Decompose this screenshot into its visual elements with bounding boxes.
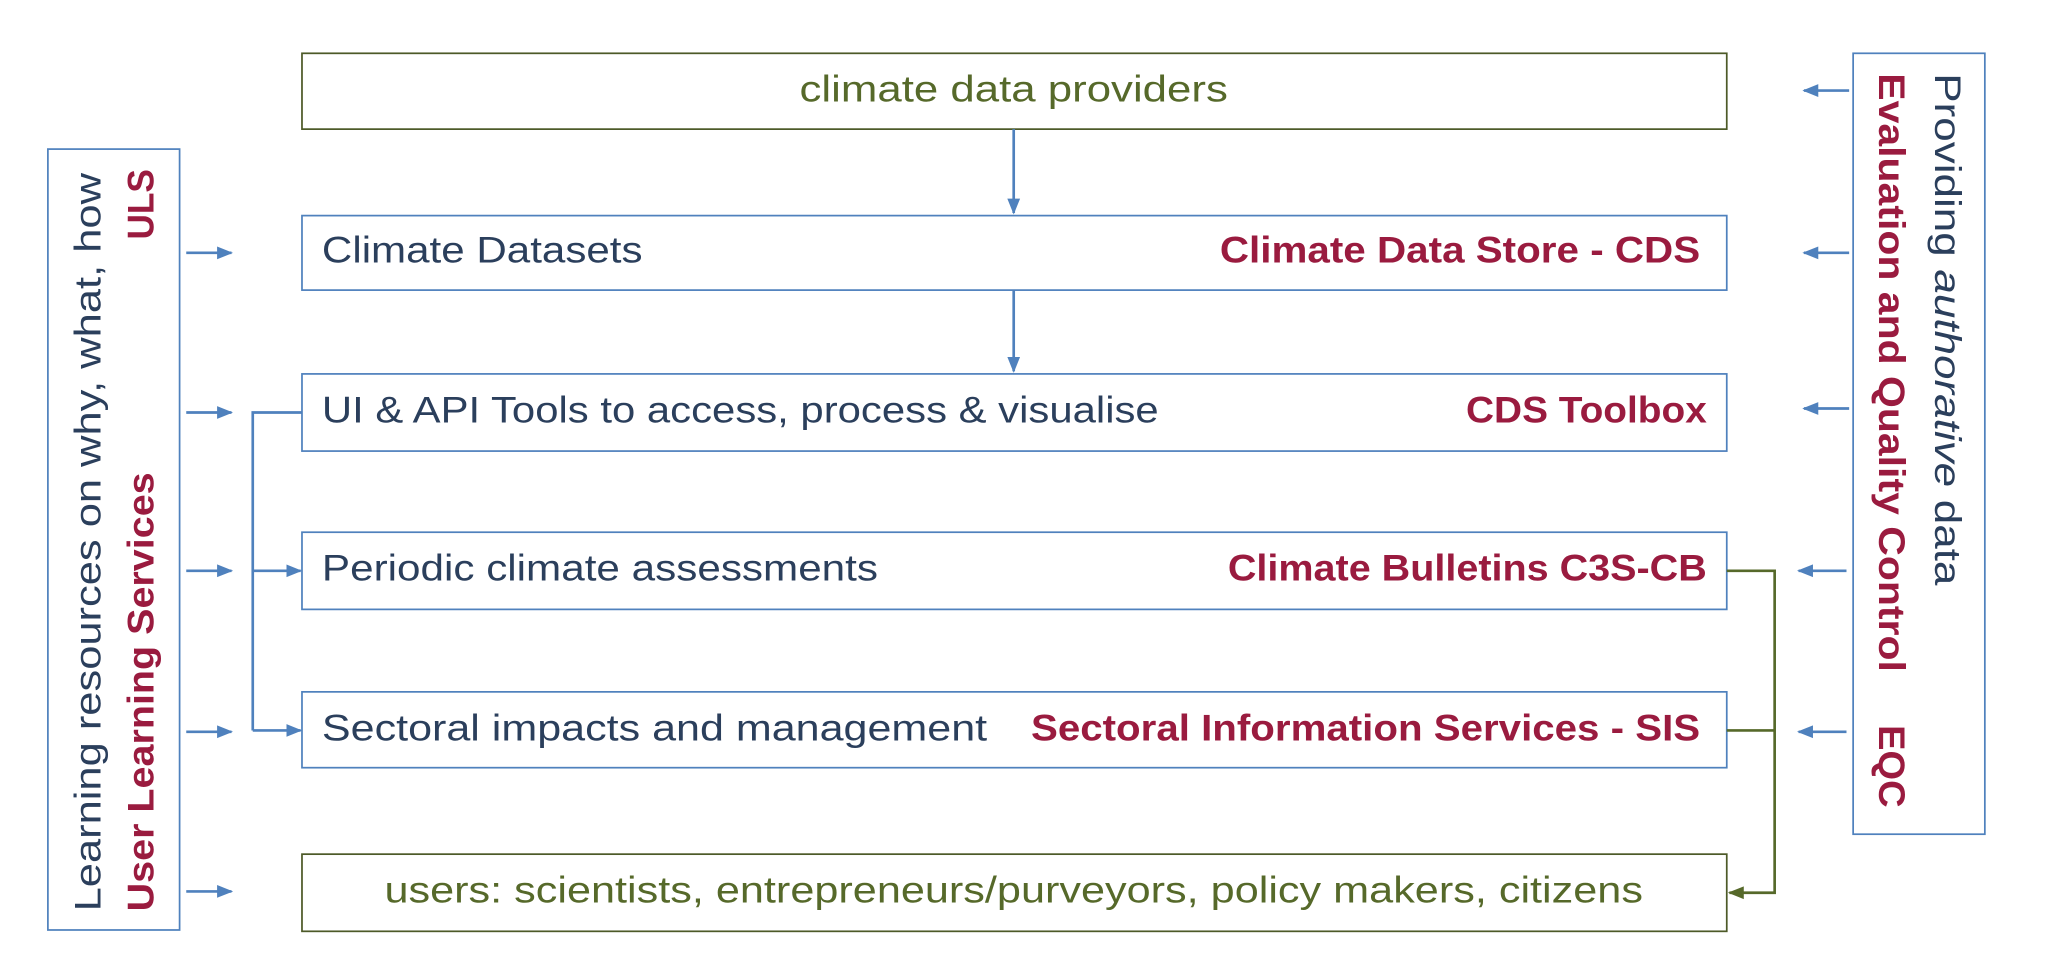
left-title: User Learning Services [120, 472, 162, 911]
node-label: UI & API Tools to access, process & visu… [322, 388, 1159, 430]
left-abbreviation: ULS [120, 169, 162, 240]
right-abbreviation: EQC [1871, 725, 1913, 807]
node-label: Sectoral impacts and management [322, 706, 988, 748]
connector [251, 411, 302, 731]
right-description-part: data [1927, 500, 1969, 586]
node-box [301, 853, 1728, 933]
node-label: Climate Datasets [322, 229, 643, 271]
right-title: Evaluation and Quality Control [1871, 73, 1913, 672]
right-panel-box [1852, 52, 1986, 836]
left-panel-box [47, 148, 181, 931]
right-description-part: authorative [1927, 269, 1969, 487]
node-label: climate data providers [800, 68, 1228, 110]
right-description-part: Providing [1927, 73, 1969, 257]
left-description: Learning resources on why, what, how [66, 173, 108, 911]
node-service: Sectoral Information Services - SIS [1031, 706, 1700, 748]
right-description: Providing authorative data [1927, 73, 1969, 586]
node-service: CDS Toolbox [1466, 388, 1707, 430]
node-label: users: scientists, entrepreneurs/purveyo… [384, 869, 1642, 911]
node-label: Periodic climate assessments [322, 547, 878, 589]
node-service: Climate Data Store - CDS [1220, 229, 1700, 271]
node-service: Climate Bulletins C3S-CB [1228, 547, 1707, 589]
